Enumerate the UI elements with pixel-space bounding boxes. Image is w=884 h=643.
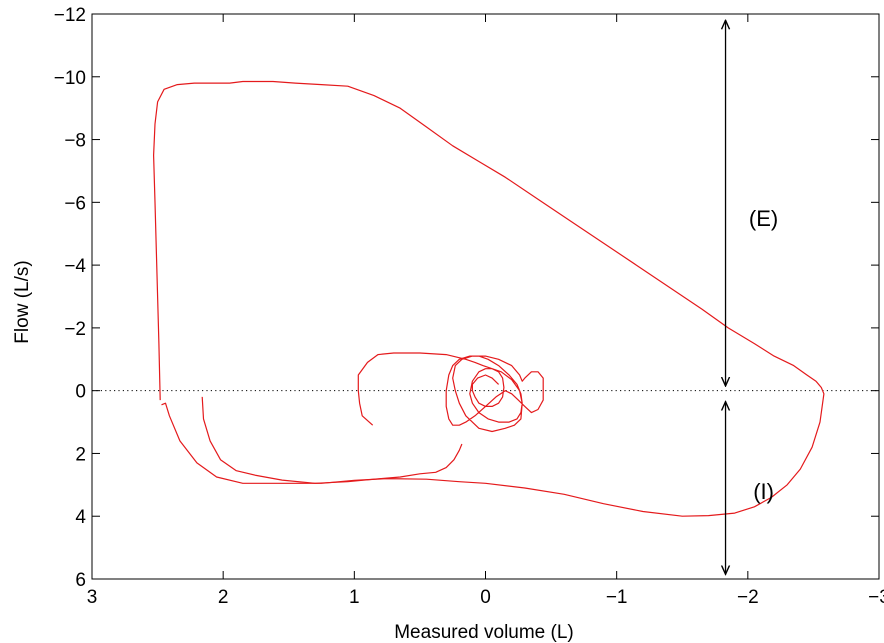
y-tick-label: −8 [64, 131, 86, 152]
y-axis-title: Flow (L/s) [12, 260, 33, 343]
annotation-label-2: (I) [753, 479, 774, 504]
x-tick-label: −2 [737, 587, 759, 608]
y-tick-label: 4 [75, 507, 86, 528]
series-line-1 [153, 80, 825, 517]
x-tick-label: 0 [480, 587, 491, 608]
x-tick-label: 1 [349, 587, 360, 608]
x-tick-label: −1 [606, 587, 628, 608]
annotation-label-1: (E) [749, 206, 778, 231]
y-tick-label: 2 [75, 444, 86, 465]
y-tick-label: 6 [75, 570, 86, 591]
series-line-2 [201, 396, 463, 484]
y-tick-label: −10 [54, 68, 86, 89]
x-axis-title: Measured volume (L) [394, 622, 574, 643]
y-tick-label: −6 [64, 193, 86, 214]
x-tick-label: 3 [87, 587, 98, 608]
y-tick-label: −4 [64, 256, 86, 277]
x-tick-label: 2 [218, 587, 229, 608]
y-tick-label: −2 [64, 319, 86, 340]
y-tick-label: −12 [54, 5, 86, 26]
series-line-3 [357, 352, 544, 433]
x-tick-label: −3 [868, 587, 884, 608]
y-tick-label: 0 [75, 382, 86, 403]
